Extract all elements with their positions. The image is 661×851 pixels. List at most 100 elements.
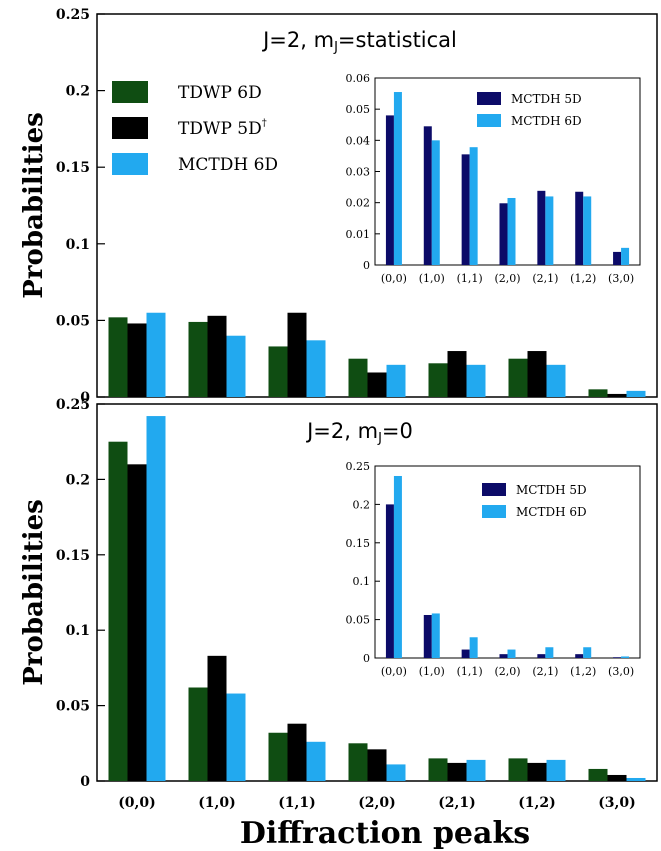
legend-swatch [112,153,148,175]
inset-bar-0-4 [537,654,546,658]
inset-y-tick-label: 0.02 [346,197,371,210]
bar-1-0-0 [108,441,128,781]
bar-0-0-0 [108,317,128,397]
inset-x-tick-label: (3,0) [608,665,634,678]
inset-bar-1-2 [469,637,478,658]
legend-label: TDWP 5D† [178,118,267,139]
bar-1-2-6 [626,777,646,781]
bar-0-2-3 [386,364,406,397]
inset-bar-1-3 [507,649,516,658]
bar-1-2-5 [546,759,566,781]
inset-y-tick-label: 0 [363,652,370,665]
legend-label: TDWP 6D [178,83,262,103]
inset-x-tick-label: (0,0) [381,272,407,285]
inset-y-tick-label: 0.2 [353,498,371,511]
inset-x-tick-label: (2,1) [532,665,558,678]
inset-bar-1-5 [583,196,592,265]
inset-y-tick-label: 0.05 [346,614,371,627]
inset-legend-label: MCTDH 5D [516,483,587,497]
inset-legend-swatch [482,505,506,518]
inset-legend-label: MCTDH 5D [511,92,582,106]
inset-bar-0-6 [613,657,622,658]
y-tick-label: 0.1 [66,623,90,639]
x-tick-label: (1,1) [278,795,316,811]
bar-1-0-5 [508,758,528,781]
inset-bar-1-3 [507,197,516,265]
inset-x-tick-label: (2,0) [494,665,520,678]
inset-chart: 0 0.05 0.1 0.15 0.2 0.25 (0,0) (1,0) (1,1) (2,0) (… [346,458,646,690]
y-tick-label: 0 [80,774,90,790]
inset-bar-0-1 [423,126,432,265]
legend-swatch [112,81,148,103]
inset-y-tick-label: 0.25 [346,460,371,473]
bar-1-1-4 [447,762,467,781]
inset-bar-1-5 [583,647,592,658]
bar-1-0-4 [428,758,448,781]
top-panel: 0 0.05 0.1 0.15 0.2 0.25 J=2, mJ=statistical Pr… [19,7,658,406]
y-tick-label: 0.15 [56,548,90,564]
x-tick-label: (2,0) [358,795,396,811]
bar-0-0-5 [508,358,528,397]
inset-legend-label: MCTDH 6D [516,505,587,519]
bar-0-2-2 [306,340,326,397]
panel-title: J=2, mJ=statistical [261,28,457,55]
inset-y-tick-label: 0 [363,259,370,272]
bar-1-0-6 [588,768,608,781]
bar-0-0-6 [588,389,608,397]
bottom-panel: 0 0.05 0.1 0.15 0.2 0.25 (0,0) (1,0) (1,1) (2,0) (… [19,397,658,811]
bar-1-2-1 [226,693,246,781]
inset-y-tick-label: 0.06 [346,72,371,85]
inset-y-tick-label: 0.03 [346,166,371,179]
bar-0-1-6 [607,393,627,397]
bar-0-2-0 [146,312,166,397]
bar-0-1-3 [367,372,387,397]
y-tick-label: 0.2 [66,84,90,100]
y-axis-label: Probabilities [19,112,49,299]
inset-bar-1-6 [621,247,630,265]
bar-0-1-2 [287,312,307,397]
y-tick-label: 0.05 [56,313,90,329]
x-tick-label: (3,0) [598,795,636,811]
bar-0-0-4 [428,363,448,397]
bar-1-0-1 [188,687,208,781]
bar-0-1-1 [207,315,227,397]
bar-1-1-1 [207,655,227,781]
bar-1-0-3 [348,743,368,781]
x-tick-label: (1,2) [518,795,556,811]
y-tick-label: 0.2 [66,472,90,488]
bar-1-1-3 [367,749,387,781]
inset-bar-0-3 [499,203,508,265]
inset-bar-0-0 [385,115,394,266]
bar-1-1-2 [287,723,307,781]
inset-legend-swatch [477,92,501,105]
bar-0-0-2 [268,346,288,397]
y-tick-label: 0 [80,390,90,406]
legend-label: MCTDH 6D [178,155,278,175]
bar-0-1-0 [127,323,147,397]
inset-x-tick-label: (1,2) [570,665,596,678]
inset-bar-0-2 [461,649,470,658]
bar-1-0-2 [268,732,288,781]
inset-bar-0-4 [537,190,546,265]
figure-x-axis-label: Diffraction peaks [240,816,530,851]
inset-y-tick-label: 0.15 [346,537,371,550]
inset-x-tick-label: (2,1) [532,272,558,285]
inset-x-tick-label: (1,2) [570,272,596,285]
inset-chart: 0 0.01 0.02 0.03 0.04 0.05 0.06 (0,0) (1,0) (1,1)… [346,70,646,297]
bar-0-2-6 [626,390,646,397]
x-tick-label: (1,0) [198,795,236,811]
inset-bar-1-4 [545,196,554,265]
inset-bar-1-0 [393,475,402,658]
inset-x-tick-label: (0,0) [381,665,407,678]
inset-bar-1-2 [469,147,478,265]
bar-0-0-1 [188,321,208,397]
inset-y-tick-label: 0.04 [346,134,371,147]
inset-x-tick-label: (2,0) [494,272,520,285]
x-tick-label: (0,0) [118,795,156,811]
inset-bar-0-1 [423,614,432,658]
bar-1-2-4 [466,759,486,781]
inset-bar-1-4 [545,647,554,658]
inset-x-tick-label: (1,0) [419,272,445,285]
inset-x-tick-label: (1,0) [419,665,445,678]
